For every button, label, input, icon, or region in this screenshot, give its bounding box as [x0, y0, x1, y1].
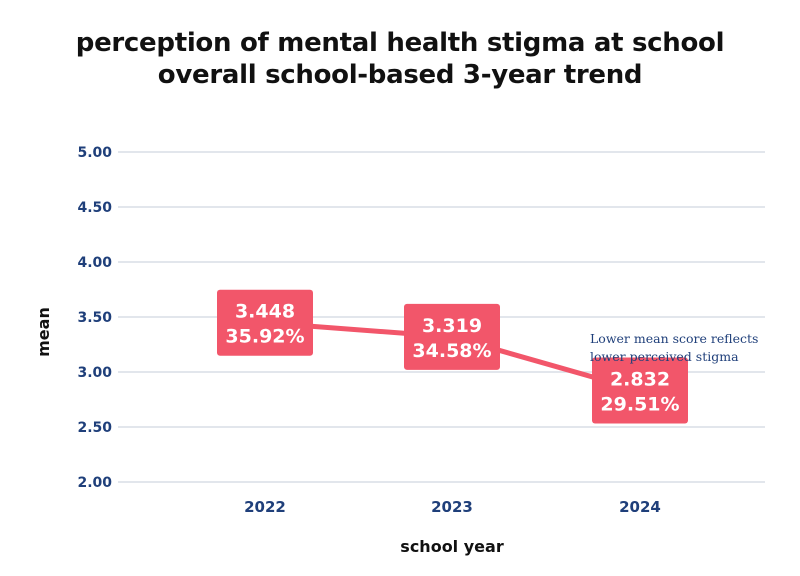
annotation-line-1: Lower mean score reflects [590, 331, 759, 346]
y-tick-label: 5.00 [77, 145, 112, 161]
y-tick-label: 2.50 [77, 420, 112, 436]
y-tick-label: 4.00 [77, 255, 112, 271]
annotation-line-2: lower perceived stigma [590, 349, 739, 364]
data-point [404, 303, 500, 370]
data-label-percent: 34.58% [412, 340, 491, 362]
y-tick-label: 3.00 [77, 365, 112, 381]
x-tick-label: 2022 [244, 498, 286, 516]
y-axis-label: mean [34, 307, 53, 357]
chart-title: perception of mental health stigma at sc… [75, 28, 725, 58]
data-label-percent: 29.51% [600, 393, 679, 415]
x-axis-label: school year [400, 537, 504, 556]
data-label-percent: 35.92% [225, 326, 304, 348]
chart-subtitle: overall school-based 3-year trend [157, 60, 643, 90]
data-point [217, 289, 313, 356]
data-label-value: 3.448 [235, 301, 295, 323]
data-label-value: 3.319 [422, 315, 482, 337]
x-tick-label: 2024 [619, 498, 661, 516]
y-tick-label: 4.50 [77, 200, 112, 216]
data-label-value: 2.832 [610, 368, 670, 390]
x-tick-label: 2023 [431, 498, 473, 516]
y-tick-label: 2.00 [77, 475, 112, 491]
chart-annotation: Lower mean score reflects lower perceive… [590, 330, 790, 366]
y-tick-label: 3.50 [77, 310, 112, 326]
data-point [592, 357, 688, 424]
